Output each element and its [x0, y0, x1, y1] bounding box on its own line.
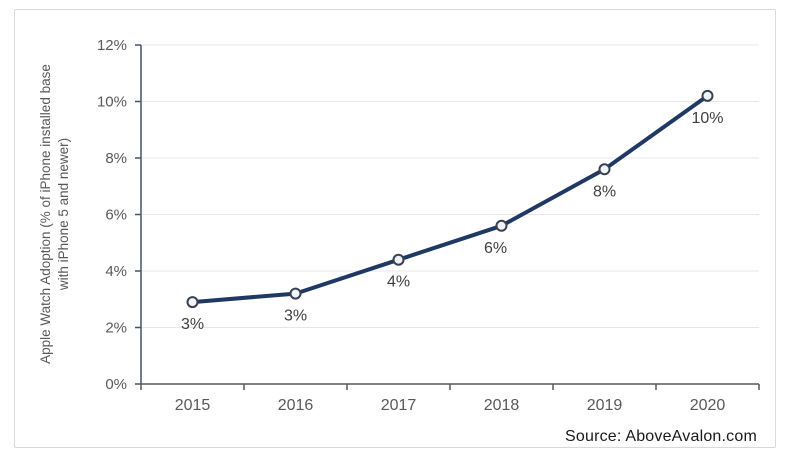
- data-point-labels: 3% 3% 4% 6% 8% 10%: [181, 110, 724, 333]
- gridlines: [141, 44, 759, 328]
- x-axis: [140, 383, 760, 390]
- data-point-label: 3%: [284, 308, 307, 325]
- x-tick-label: 2018: [484, 397, 520, 414]
- y-axis-title: Apple Watch Adoption (% of iPhone instal…: [38, 64, 71, 364]
- x-tick-label: 2019: [587, 397, 623, 414]
- x-tick-labels: 2015 2016 2017 2018 2019 2020: [175, 397, 726, 414]
- y-tick-label: 4%: [105, 263, 127, 280]
- data-point-label: 4%: [387, 274, 410, 291]
- series-line: [190, 93, 710, 305]
- y-axis-title-line1: Apple Watch Adoption (% of iPhone instal…: [38, 64, 53, 364]
- data-point-marker: [289, 287, 302, 300]
- y-tick-label: 0%: [105, 376, 127, 393]
- y-axis-title-line2: with iPhone 5 and newer): [56, 138, 71, 291]
- x-tick-label: 2015: [175, 397, 211, 414]
- x-tick-label: 2017: [381, 397, 417, 414]
- data-point-marker: [186, 296, 199, 309]
- data-point-label: 6%: [484, 240, 507, 257]
- data-point-marker: [392, 253, 405, 266]
- y-tick-label: 6%: [105, 207, 127, 224]
- data-point-marker: [495, 219, 508, 232]
- data-point-markers: [186, 89, 714, 309]
- y-tick-label: 12%: [97, 37, 127, 54]
- x-tick-label: 2016: [278, 397, 314, 414]
- data-point-marker: [598, 163, 611, 176]
- y-tick-labels: 0% 2% 4% 6% 8% 10% 12%: [97, 37, 127, 393]
- data-series-line: [190, 93, 710, 305]
- x-tick-label: 2020: [690, 397, 726, 414]
- y-tick-label: 8%: [105, 150, 127, 167]
- source-attribution: Source: AboveAvalon.com: [565, 428, 757, 445]
- data-point-label: 8%: [593, 183, 616, 200]
- data-point-label: 3%: [181, 316, 204, 333]
- data-point-label: 10%: [691, 110, 723, 127]
- y-tick-label: 2%: [105, 320, 127, 337]
- y-axis: [135, 44, 142, 385]
- y-tick-label: 10%: [97, 94, 127, 111]
- data-point-marker: [701, 89, 714, 102]
